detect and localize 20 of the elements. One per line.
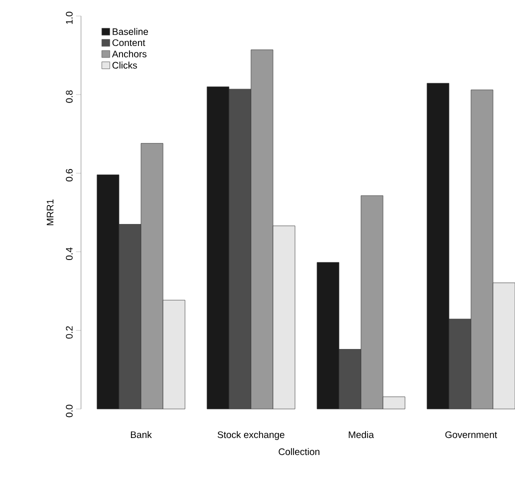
x-tick-label: Media <box>348 431 374 438</box>
bar <box>492 282 515 410</box>
legend-label: Content <box>112 39 146 46</box>
x-tick-label: Stock exchange <box>218 431 284 440</box>
y-tick-label: 0.6 <box>66 169 73 182</box>
y-axis-title: MRR1 <box>46 200 54 226</box>
bar <box>382 396 406 410</box>
y-tick-label: 0.2 <box>66 326 73 339</box>
legend-label: Clicks <box>112 62 137 69</box>
y-tick-label: 0.4 <box>66 247 73 260</box>
legend-label: Baseline <box>112 28 148 36</box>
bar <box>272 226 296 410</box>
y-tick-label: 0.8 <box>66 90 73 103</box>
x-axis-title: Collection <box>278 448 320 456</box>
y-tick-label: 0.0 <box>66 404 73 418</box>
bar <box>162 300 186 410</box>
x-tick-label: Bank <box>130 431 152 438</box>
x-tick-label: Government <box>445 431 498 438</box>
y-tick-label: 1.0 <box>66 12 73 24</box>
legend-label: Anchors <box>112 50 146 58</box>
